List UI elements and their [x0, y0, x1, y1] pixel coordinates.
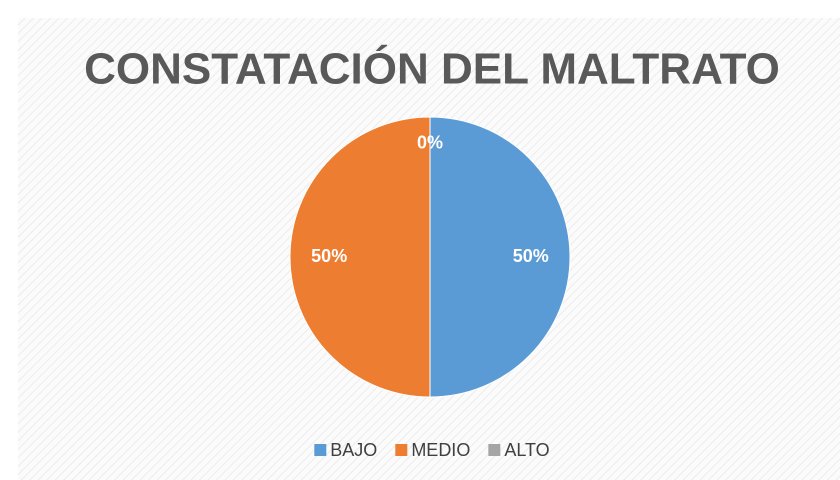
pie-slice [289, 116, 431, 398]
legend-label: MEDIO [411, 440, 470, 460]
data-label: 0% [417, 132, 443, 152]
legend-swatch [314, 444, 327, 456]
legend-label: BAJO [330, 440, 377, 460]
chart-title: CONSTATACIÓN DEL MALTRATO [84, 44, 780, 94]
legend-swatch [395, 444, 408, 456]
pie-slice [429, 116, 571, 398]
legend-label: ALTO [504, 440, 549, 460]
data-label: 50% [513, 246, 549, 266]
legend-swatch [488, 444, 501, 456]
data-label: 50% [311, 246, 347, 266]
